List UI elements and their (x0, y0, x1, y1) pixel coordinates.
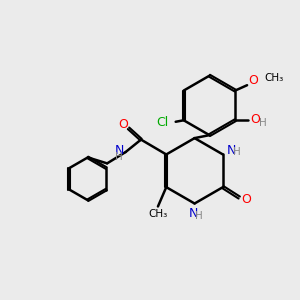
Text: H: H (259, 118, 266, 128)
Text: O: O (118, 118, 128, 130)
Text: N: N (226, 143, 236, 157)
Text: Cl: Cl (156, 116, 168, 129)
Text: H: H (233, 147, 241, 157)
Text: N: N (114, 144, 124, 157)
Text: O: O (241, 193, 251, 206)
Text: O: O (250, 113, 260, 126)
Text: O: O (248, 74, 258, 87)
Text: CH₃: CH₃ (148, 208, 168, 219)
Text: H: H (115, 152, 123, 162)
Text: N: N (188, 207, 198, 220)
Text: CH₃: CH₃ (265, 73, 284, 83)
Text: H: H (195, 211, 202, 221)
